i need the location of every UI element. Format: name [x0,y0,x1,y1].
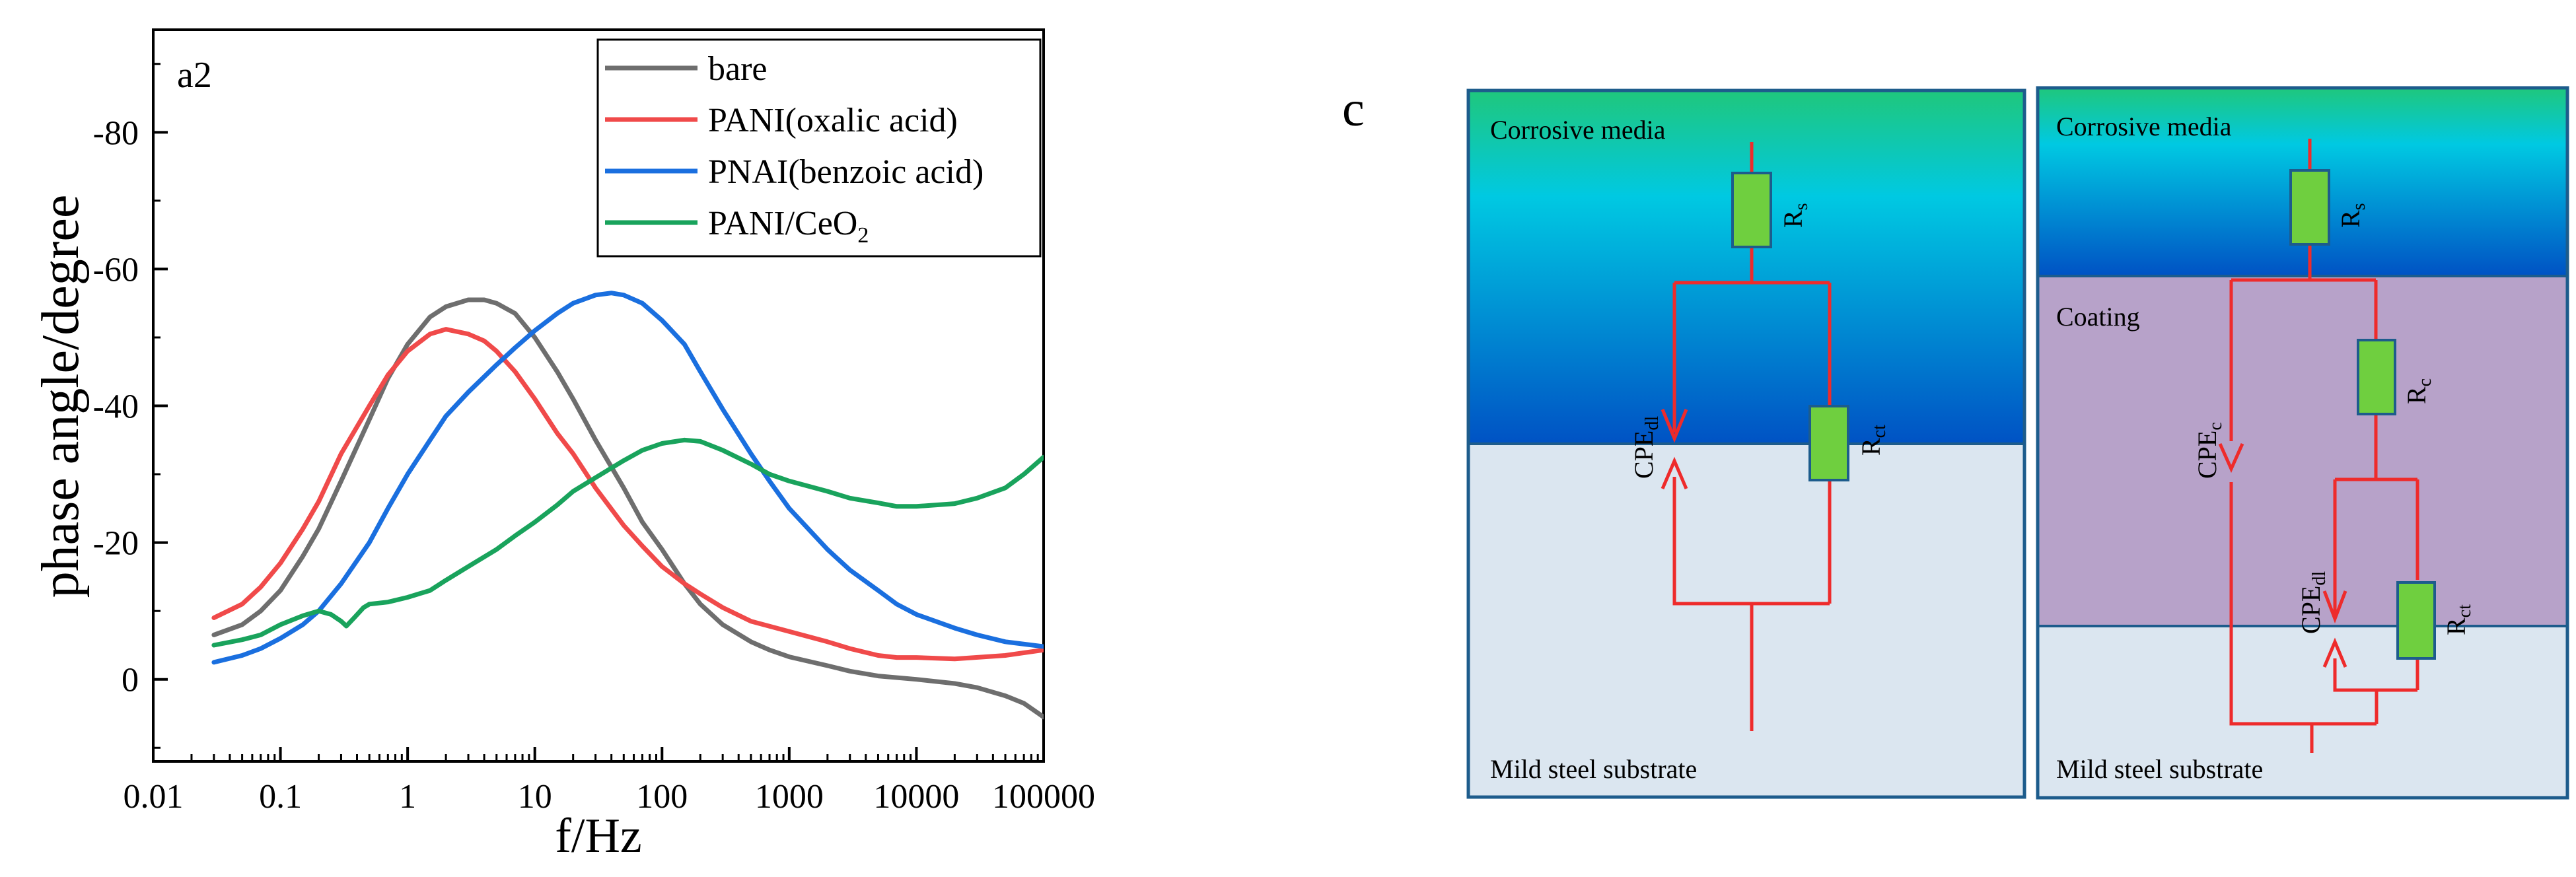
x-tick-label: 0.1 [259,778,302,816]
cpe-dl-symbol-right [2322,590,2347,668]
substrate-label-left: Mild steel substrate [1490,754,1697,784]
series-line-3 [211,437,1044,648]
model-frame-left [1466,88,2026,799]
y-tick-labels: 0 -20 -40 -60 -80 [93,114,139,699]
legend-label-bare: bare [708,50,767,88]
cpe-c-symbol [2218,442,2244,474]
x-tick-label: 100000 [992,778,1095,816]
legend-label-pani-ceo2: PANI/CeO2 [708,205,869,248]
x-tick-labels: 0.01 0.1 1 10 100 1000 10000 100000 [124,778,1096,816]
label-cpe-dl-left: CPEdl [1629,416,1663,479]
label-cpe-dl-left-main: CPE [1629,431,1659,479]
substrate-label-right: Mild steel substrate [2056,754,2263,784]
y-tick-label: -20 [93,525,139,563]
wires-right [2229,139,2419,753]
panel-label-a2: a2 [177,55,212,96]
coating-layer-right [2038,276,2567,626]
resistor-rs-left [1731,172,1772,248]
y-tick-label: -40 [93,388,139,426]
legend-label-pani-oxalic: PANI(oxalic acid) [708,102,958,139]
media-label-right: Corrosive media [2056,112,2232,141]
label-cpe-c-main: CPE [2192,431,2222,479]
legend-item-bare: bare [605,50,767,88]
legend-label-pani-ceo2-sub: 2 [857,223,869,248]
label-rct-right-sub: ct [2454,604,2475,617]
equivalent-circuit-diagram: c Corrosive media Mild steel substrate [1342,81,2569,800]
media-layer-left [1468,90,2024,444]
legend-frame [596,38,1042,258]
series-line-0 [211,297,1044,720]
resistor-rct-left [1808,405,1849,481]
label-cpe-dl-right: CPEdl [2296,571,2330,634]
y-axis-label: phase angle/degree [32,195,90,598]
legend-item-pnai-benzoic: PNAI(benzoic acid) [605,153,984,191]
label-rs-left-main: R [1778,210,1808,228]
label-rc-right: Rc [2402,378,2435,404]
resistor-rct-right [2396,581,2436,660]
label-rs-right: Rs [2336,203,2369,228]
series-line-1 [211,327,1044,662]
resistor-rc-right [2357,339,2396,415]
y-tick-label: -80 [93,114,139,152]
model-frame-right [2036,86,2569,800]
plot-frame [152,28,1045,763]
panel-label-c: c [1342,81,1365,137]
label-rct-left-sub: ct [1869,425,1890,438]
resistor-rs-right [2289,169,2330,246]
substrate-layer-right [2038,626,2567,798]
label-rct-right: Rct [2441,604,2475,635]
x-tick-label: 1000 [755,778,824,816]
label-cpe-dl-right-main: CPE [2296,586,2326,634]
label-rs-left-sub: s [1791,203,1812,210]
coating-label-right: Coating [2056,302,2140,332]
x-tick-label: 10 [518,778,552,816]
legend-item-pani-oxalic: PANI(oxalic acid) [605,102,958,139]
label-rs-left: Rs [1778,203,1812,228]
x-axis-label: f/Hz [555,809,642,863]
label-rct-left: Rct [1856,425,1890,456]
label-rc-right-sub: c [2415,378,2435,386]
legend: bare PANI(oxalic acid) PNAI(benzoic acid… [596,38,1042,258]
y-tick-label: -60 [93,251,139,289]
series-line-2 [211,291,1044,665]
substrate-layer-left [1468,444,2024,797]
circuit-model-uncoated: Corrosive media Mild steel substrate Rs … [1466,88,2026,799]
x-tick-label: 100 [636,778,688,816]
label-cpe-c-sub: c [2205,422,2226,430]
axis-ticks [152,63,1045,761]
media-label-left: Corrosive media [1490,115,1666,145]
label-rc-right-main: R [2402,386,2431,404]
label-rct-left-main: R [1856,438,1886,456]
label-rct-right-main: R [2441,617,2471,635]
series-lines [211,291,1044,720]
legend-label-pani-ceo2-main: PANI/CeO [708,205,857,242]
y-tick-label: 0 [122,662,139,699]
circuit-model-coated: Corrosive media Coating Mild steel subst… [2036,86,2569,800]
label-cpe-dl-left-sub: dl [1642,416,1663,431]
legend-label-pnai-benzoic: PNAI(benzoic acid) [708,153,984,191]
label-rs-right-main: R [2336,210,2365,228]
phase-angle-chart: 0.01 0.1 1 10 100 1000 10000 100000 0 -20 -40 -60 -… [32,28,1096,863]
x-tick-label: 1 [399,778,416,816]
label-rs-right-sub: s [2349,203,2369,210]
label-cpe-dl-right-sub: dl [2309,571,2330,586]
wires-left [1672,142,1832,731]
label-cpe-c: CPEc [2192,422,2226,479]
legend-item-pani-ceo2: PANI/CeO2 [605,205,869,248]
x-tick-label: 0.01 [124,778,184,816]
cpe-dl-symbol-left [1661,409,1688,489]
x-tick-label: 10000 [873,778,959,816]
